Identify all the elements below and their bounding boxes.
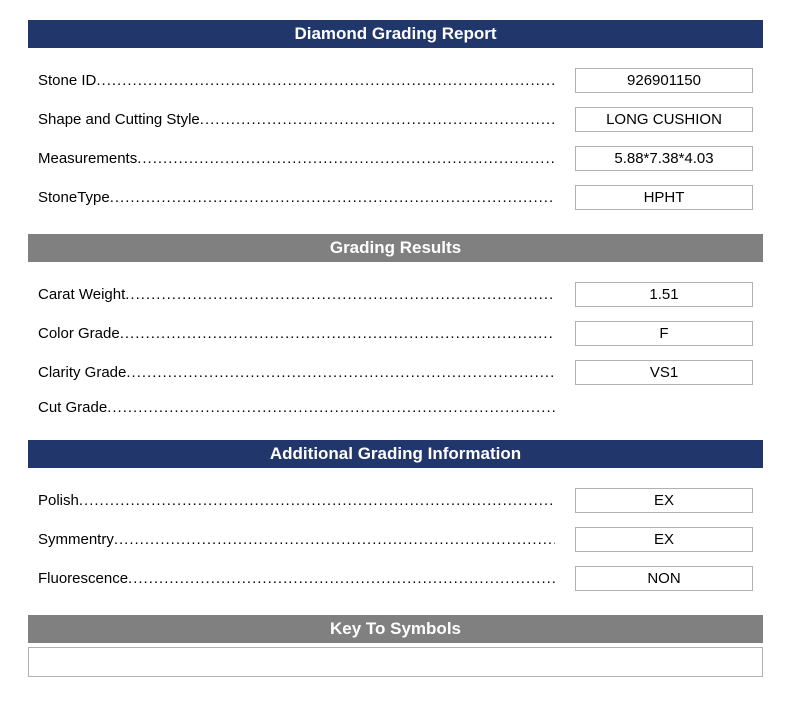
label-polish: Polish..................................… bbox=[38, 492, 555, 509]
label-stonetype: StoneType...............................… bbox=[38, 189, 555, 206]
row-fluorescence: Fluorescence............................… bbox=[38, 566, 753, 591]
row-cut-grade: Cut Grade...............................… bbox=[38, 399, 753, 416]
row-stone-id: Stone ID................................… bbox=[38, 68, 753, 93]
value-carat-weight: 1.51 bbox=[575, 282, 753, 307]
key-symbols-box bbox=[28, 647, 763, 677]
label-measurements: Measurements............................… bbox=[38, 150, 555, 167]
grading-section-body: Carat Weight............................… bbox=[28, 262, 763, 440]
label-color-grade: Color Grade.............................… bbox=[38, 325, 555, 342]
row-carat-weight: Carat Weight............................… bbox=[38, 282, 753, 307]
row-clarity-grade: Clarity Grade...........................… bbox=[38, 360, 753, 385]
additional-header: Additional Grading Information bbox=[28, 440, 763, 468]
label-carat-weight: Carat Weight............................… bbox=[38, 286, 555, 303]
report-container: Diamond Grading Report Stone ID.........… bbox=[0, 0, 791, 697]
row-stonetype: StoneType...............................… bbox=[38, 185, 753, 210]
main-header: Diamond Grading Report bbox=[28, 20, 763, 48]
value-clarity-grade: VS1 bbox=[575, 360, 753, 385]
value-stone-id: 926901150 bbox=[575, 68, 753, 93]
row-symmetry: Symmentry...............................… bbox=[38, 527, 753, 552]
label-stone-id: Stone ID................................… bbox=[38, 72, 555, 89]
value-symmetry: EX bbox=[575, 527, 753, 552]
row-polish: Polish..................................… bbox=[38, 488, 753, 513]
main-section-body: Stone ID................................… bbox=[28, 48, 763, 234]
additional-section-body: Polish..................................… bbox=[28, 468, 763, 615]
value-measurements: 5.88*7.38*4.03 bbox=[575, 146, 753, 171]
label-symmetry: Symmentry...............................… bbox=[38, 531, 555, 548]
value-color-grade: F bbox=[575, 321, 753, 346]
value-polish: EX bbox=[575, 488, 753, 513]
grading-header: Grading Results bbox=[28, 234, 763, 262]
label-fluorescence: Fluorescence............................… bbox=[38, 570, 555, 587]
key-header: Key To Symbols bbox=[28, 615, 763, 643]
row-measurements: Measurements............................… bbox=[38, 146, 753, 171]
row-shape: Shape and Cutting Style.................… bbox=[38, 107, 753, 132]
value-fluorescence: NON bbox=[575, 566, 753, 591]
label-shape: Shape and Cutting Style.................… bbox=[38, 111, 555, 128]
row-color-grade: Color Grade.............................… bbox=[38, 321, 753, 346]
label-clarity-grade: Clarity Grade...........................… bbox=[38, 364, 555, 381]
value-stonetype: HPHT bbox=[575, 185, 753, 210]
value-shape: LONG CUSHION bbox=[575, 107, 753, 132]
label-cut-grade: Cut Grade...............................… bbox=[38, 399, 555, 416]
